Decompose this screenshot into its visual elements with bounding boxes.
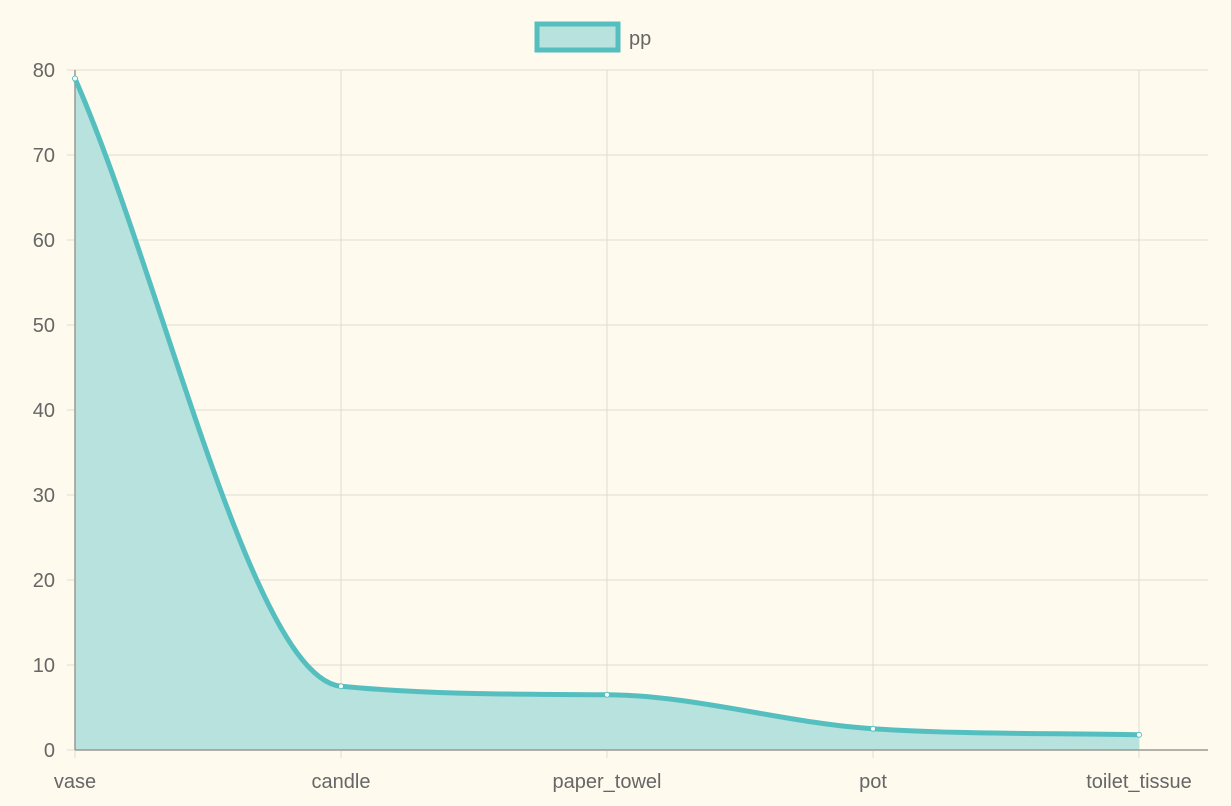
x-tick-label: vase <box>54 771 96 793</box>
legend-label[interactable]: pp <box>629 28 651 50</box>
legend[interactable]: pp <box>534 21 651 53</box>
y-tick-label: 30 <box>33 485 55 507</box>
y-tick-label: 70 <box>33 145 55 167</box>
x-axis-tick-labels: vase candle paper_towel pot toilet_tissue <box>54 771 1192 793</box>
data-point[interactable] <box>1136 731 1142 738</box>
y-tick-label: 60 <box>33 230 55 252</box>
data-point[interactable] <box>604 691 610 698</box>
y-tick-label: 10 <box>33 655 55 677</box>
data-point[interactable] <box>338 683 344 690</box>
y-axis-tick-labels: 0 10 20 30 40 50 60 70 80 <box>33 60 55 762</box>
y-tick-label: 0 <box>44 740 55 762</box>
axes <box>74 70 1208 751</box>
y-tick-label: 80 <box>33 60 55 82</box>
series-area-fill <box>75 78 1139 750</box>
y-tick-label: 50 <box>33 315 55 337</box>
grid-lines <box>67 69 1208 758</box>
x-tick-label: pot <box>859 771 887 793</box>
y-tick-label: 40 <box>33 400 55 422</box>
series-points-layer <box>72 75 1142 738</box>
series-area-layer <box>75 78 1139 750</box>
data-point[interactable] <box>870 725 876 732</box>
y-tick-label: 20 <box>33 570 55 592</box>
data-point[interactable] <box>72 75 78 82</box>
x-tick-label: toilet_tissue <box>1086 771 1192 793</box>
series-line <box>72 76 1142 738</box>
series-line-layer <box>72 76 1142 738</box>
legend-swatch[interactable] <box>534 21 621 53</box>
x-tick-label: paper_towel <box>553 771 662 793</box>
x-tick-label: candle <box>312 771 371 793</box>
